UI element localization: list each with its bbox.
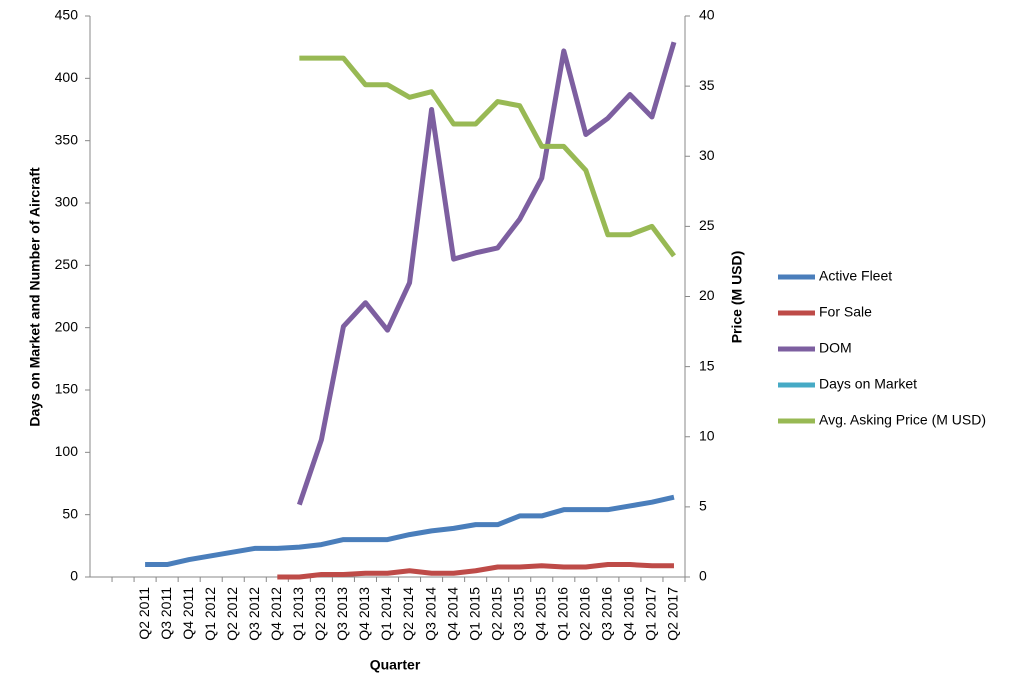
x-axis-title: Quarter — [370, 657, 421, 673]
y2-tick-label: 40 — [699, 7, 715, 23]
y-axis-title: Days on Market and Number of Aircraft — [27, 167, 43, 427]
legend-label: Active Fleet — [819, 268, 892, 284]
x-tick-label: Q1 2012 — [202, 587, 218, 641]
y2-tick-label: 0 — [699, 568, 707, 584]
y2-tick-label: 35 — [699, 77, 715, 93]
x-tick-label: Q1 2017 — [643, 587, 659, 641]
y-tick-label: 300 — [55, 194, 79, 210]
y-tick-label: 150 — [55, 381, 79, 397]
x-tick-label: Q1 2015 — [466, 587, 482, 641]
series-line — [145, 494, 675, 568]
y2-tick-label: 20 — [699, 287, 715, 303]
x-tick-label: Q3 2015 — [510, 587, 526, 641]
x-tick-label: Q3 2011 — [158, 587, 174, 640]
y2-tick-label: 30 — [699, 147, 715, 163]
x-tick-label: Q4 2011 — [180, 587, 196, 640]
y-tick-label: 400 — [55, 69, 79, 85]
x-tick-label: Q3 2012 — [246, 587, 262, 641]
x-tick-label: Q2 2014 — [400, 587, 416, 641]
x-tick-label: Q4 2015 — [532, 587, 548, 641]
y-tick-label: 350 — [55, 131, 79, 147]
y-tick-label: 250 — [55, 256, 79, 272]
x-tick-label: Q1 2013 — [290, 587, 306, 641]
x-tick-label: Q4 2014 — [444, 587, 460, 641]
x-tick-label: Q2 2016 — [577, 587, 593, 641]
x-tick-label: Q4 2016 — [621, 587, 637, 641]
y-tick-label: 100 — [55, 443, 79, 459]
legend-label: Days on Market — [819, 376, 917, 392]
y-tick-label: 0 — [70, 568, 78, 584]
x-tick-label: Q2 2012 — [224, 587, 240, 641]
x-tick-label: Q2 2015 — [488, 587, 504, 641]
y2-tick-label: 5 — [699, 498, 707, 514]
series-line — [296, 41, 677, 506]
x-tick-label: Q1 2014 — [378, 587, 394, 641]
x-tick-label: Q2 2011 — [136, 587, 152, 640]
x-tick-label: Q2 2013 — [312, 587, 328, 641]
x-tick-label: Q3 2013 — [334, 587, 350, 641]
y2-tick-label: 25 — [699, 217, 715, 233]
x-tick-label: Q4 2012 — [268, 587, 284, 641]
x-tick-label: Q3 2014 — [422, 587, 438, 641]
y2-tick-label: 10 — [699, 427, 715, 443]
y2-tick-label: 15 — [699, 357, 715, 373]
y-tick-label: 200 — [55, 318, 79, 334]
x-tick-label: Q1 2016 — [554, 587, 570, 641]
y-tick-label: 450 — [55, 7, 79, 23]
y2-axis-title: Price (M USD) — [729, 251, 745, 344]
x-tick-label: Q2 2017 — [665, 587, 681, 641]
legend-label: Avg. Asking Price (M USD) — [819, 412, 986, 428]
legend-label: For Sale — [819, 304, 872, 320]
x-tick-label: Q4 2013 — [356, 587, 372, 641]
x-tick-label: Q3 2016 — [599, 587, 615, 641]
series-line — [299, 55, 676, 258]
y-tick-label: 50 — [62, 505, 78, 521]
legend-label: DOM — [819, 340, 852, 356]
series-line — [277, 562, 674, 580]
